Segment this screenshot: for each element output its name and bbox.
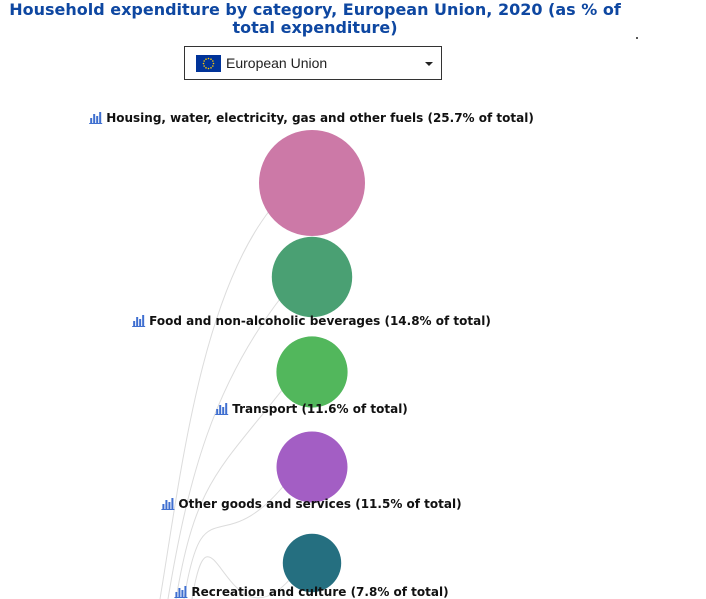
bar-chart-icon-bar: [90, 118, 93, 123]
bubble-label-4[interactable]: Recreation and culture (7.8% of total): [174, 585, 449, 599]
eu-flag-star: [202, 62, 205, 65]
eu-flag-stars: [202, 57, 215, 70]
eu-flag-star: [203, 60, 205, 62]
bar-chart-icon-bar: [222, 407, 225, 414]
bar-chart-icon-axis: [215, 414, 229, 415]
eu-flag-field: [196, 55, 221, 72]
bubble-label-2[interactable]: Transport (11.6% of total): [215, 402, 408, 416]
connector-line: [191, 556, 297, 599]
bar-chart-icon-bar: [225, 403, 228, 414]
bar-chart-icon-bar: [99, 112, 102, 123]
bubble-1[interactable]: [271, 236, 353, 318]
eu-flag-star: [205, 58, 207, 60]
bar-chart-icon-axis: [174, 597, 188, 598]
eu-flag-star: [212, 65, 214, 67]
bar-chart-icon: [89, 112, 103, 124]
bar-chart-icon-bar: [171, 498, 174, 509]
bar-chart-icon-bar: [168, 502, 171, 509]
eu-flag-star: [207, 67, 210, 70]
bar-chart-icon-bar: [175, 592, 178, 597]
bar-chart-icon-bar: [216, 409, 219, 414]
bubble-label-0[interactable]: Housing, water, electricity, gas and oth…: [89, 111, 534, 125]
bar-chart-icon-bar: [133, 321, 136, 326]
chart-title: Household expenditure by category, Europ…: [9, 0, 621, 37]
bar-chart-icon-bar: [136, 317, 139, 326]
bar-chart-icon: [132, 315, 146, 327]
bar-chart-icon-bar: [162, 504, 165, 509]
eu-flag-star: [210, 58, 212, 60]
connector-line: [159, 209, 271, 599]
bubble-label-text: Recreation and culture (7.8% of total): [191, 585, 448, 599]
bar-chart-icon-axis: [161, 509, 175, 510]
bubble-label-text: Transport (11.6% of total): [232, 402, 408, 416]
bubble-label-text: Housing, water, electricity, gas and oth…: [106, 111, 534, 125]
bar-chart-icon: [161, 498, 175, 510]
bar-chart-icon-bar: [139, 319, 142, 326]
country-select[interactable]: European Union: [184, 46, 442, 80]
bar-chart-icon: [174, 586, 188, 598]
bar-chart-icon: [215, 403, 229, 415]
bubble-label-text: Other goods and services (11.5% of total…: [178, 497, 461, 511]
bubble-0[interactable]: [259, 130, 365, 236]
bar-chart-icon-axis: [89, 123, 103, 124]
bar-chart-icon-bar: [96, 116, 99, 123]
eu-flag-star: [212, 62, 215, 65]
connector-lines: [159, 209, 297, 599]
connector-line: [167, 294, 284, 599]
bar-chart-icon-bar: [184, 586, 187, 597]
bubble-3[interactable]: [276, 431, 348, 503]
bubble-label-3[interactable]: Other goods and services (11.5% of total…: [161, 497, 462, 511]
eu-flag-star: [205, 67, 207, 69]
connector-line: [183, 477, 291, 599]
chevron-down-icon[interactable]: [425, 62, 433, 66]
stray-dot: [636, 37, 638, 39]
bubble-label-text: Food and non-alcoholic beverages (14.8% …: [149, 314, 491, 328]
bar-chart-icon-bar: [219, 405, 222, 414]
eu-flag-star: [212, 60, 214, 62]
bubble-4[interactable]: [282, 533, 342, 593]
bar-chart-icon-bar: [181, 590, 184, 597]
bar-chart-icon-bar: [178, 588, 181, 597]
eu-flag-icon: [196, 55, 221, 72]
eu-flag-star: [203, 65, 205, 67]
bar-chart-icon-bar: [93, 114, 96, 123]
bubble-label-1[interactable]: Food and non-alcoholic beverages (14.8% …: [132, 314, 491, 328]
connector-line: [175, 379, 291, 599]
eu-flag-star: [207, 57, 210, 60]
bar-chart-icon-bar: [142, 315, 145, 326]
bar-chart-icon-bar: [165, 500, 168, 509]
eu-flag-star: [210, 67, 212, 69]
country-select-value: European Union: [226, 55, 328, 71]
bar-chart-icon-axis: [132, 326, 146, 327]
bubble-2[interactable]: [276, 336, 348, 408]
